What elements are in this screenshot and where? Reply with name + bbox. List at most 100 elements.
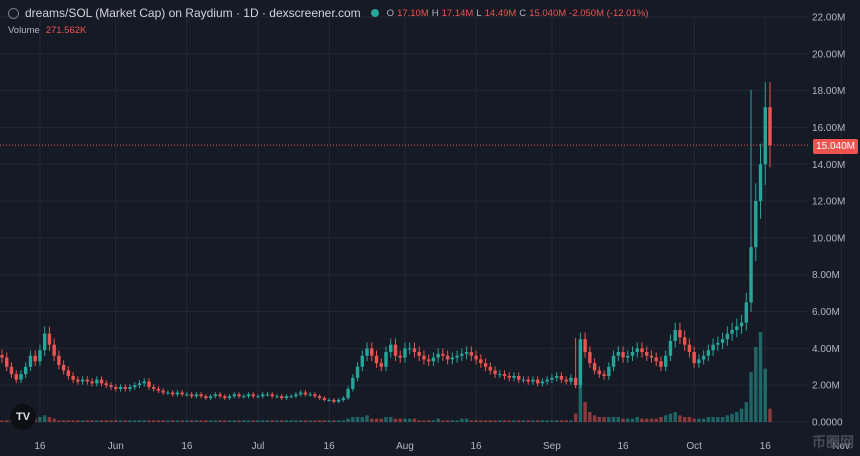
y-tick-label: 20.00M [812,49,845,60]
volume-bar [242,420,246,422]
candle-body [246,394,251,397]
volume-bar [384,417,388,422]
candle-body [123,387,127,389]
candle-body [569,377,573,382]
candle-body [279,396,284,399]
candle-body [128,387,132,389]
candle-body [654,357,658,362]
candle-body [588,352,592,364]
x-tick-label: Oct [686,441,702,452]
volume-bar [758,332,763,422]
y-axis: 0.0000 2.00M 4.00M 6.00M 8.00M 10.00M 12.00M 14… [812,13,845,429]
candle-body [61,364,66,371]
volume-bar [697,418,701,422]
candle-body [104,383,109,386]
candle-body [351,377,355,389]
volume-bar [284,420,289,422]
ohlc-low-key: L [476,7,482,19]
chart-grid [0,16,842,423]
candle-body [57,355,61,365]
volume-bar [711,417,715,422]
candle-body [526,379,530,382]
candle-body [118,387,123,389]
y-tick-label: 18.00M [812,86,845,97]
volume-bar [407,418,412,422]
volume-bar [265,420,270,422]
candle-body [294,394,298,397]
volume-bar [133,420,137,422]
candle-body [450,357,455,360]
candle-body [645,352,649,356]
y-tick-label: 6.00M [812,307,840,318]
volume-bar [550,420,554,422]
volume-bar [213,420,218,422]
volume-bar [227,420,232,422]
volume-bar [512,420,516,422]
candle-body [735,326,739,330]
volume-bar [706,417,711,422]
candle-body [213,394,218,397]
volume-bar [640,418,644,422]
volume-bar [479,420,483,422]
x-tick-label: Jun [108,441,124,452]
candle-body [109,385,113,388]
y-tick-label: 8.00M [812,270,840,281]
volume-bar [170,420,175,422]
candle-body [687,344,692,353]
candle-body [682,337,687,345]
candle-body [66,370,71,376]
volume-bar [76,420,80,422]
volume-legend: Volume 271.562K [8,25,86,36]
volume-bar [502,420,507,422]
candle-body [242,396,246,398]
volume-bar [607,417,611,422]
candle-body [597,370,602,375]
x-tick-label: Nov [832,441,850,452]
candle-body [616,352,621,356]
candle-body [147,381,151,388]
candle-body [14,374,18,380]
candle-body [166,392,170,394]
candle-body [303,392,308,395]
volume-bar [137,420,142,422]
candle-body [204,396,208,399]
candle-body [5,357,9,367]
last-price-badge: 15.040M [813,139,858,154]
volume-bar [474,420,478,422]
volume-bar [313,420,317,422]
volume-bar [151,420,156,422]
candle-body [640,348,644,353]
candle-body [531,379,535,382]
ohlc-open-key: O [386,7,395,19]
candle-body [412,348,417,353]
ohlc-high-key: H [431,7,439,19]
volume-bar [194,420,199,422]
candle-body [379,363,383,367]
volume-bar [602,417,606,422]
volume-bar [735,412,739,422]
volume-bar [616,417,621,422]
volume-bar [204,420,208,422]
candle-body [431,357,436,362]
volume-bar [128,420,132,422]
volume-bar [379,418,383,422]
volume-bar [507,420,511,422]
candle-body [540,381,545,384]
x-tick-label: Aug [396,441,414,452]
y-tick-label: 4.00M [812,344,840,355]
volume-bar [725,415,730,422]
volume-bar [332,420,336,422]
volume-bar [317,420,322,422]
candle-body [716,342,720,345]
candle-body [42,333,47,351]
y-tick-label: 2.00M [812,381,840,392]
tradingview-logo[interactable]: TV [10,404,36,430]
candle-body [227,396,232,399]
volume-bar [237,420,241,422]
volume-bar [322,420,327,422]
x-tick-label: 16 [324,441,336,452]
volume-bar [417,420,421,422]
volume-bar [185,420,189,422]
volume-bar [682,417,687,422]
